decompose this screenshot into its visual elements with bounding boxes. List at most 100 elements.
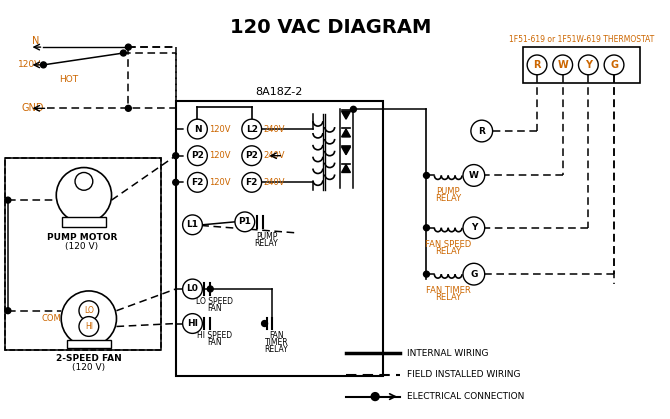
Text: R: R	[478, 127, 485, 135]
Text: ELECTRICAL CONNECTION: ELECTRICAL CONNECTION	[407, 392, 524, 401]
Text: FAN: FAN	[207, 338, 222, 347]
Polygon shape	[342, 147, 350, 155]
Circle shape	[604, 55, 624, 75]
Circle shape	[125, 105, 131, 111]
Circle shape	[79, 301, 98, 321]
Text: RELAY: RELAY	[435, 293, 461, 302]
Text: 120V: 120V	[209, 124, 230, 134]
Text: RELAY: RELAY	[435, 246, 461, 256]
Bar	[176, 101, 383, 376]
Circle shape	[5, 197, 11, 203]
Polygon shape	[342, 111, 350, 119]
Text: PUMP: PUMP	[256, 232, 277, 241]
Circle shape	[188, 173, 207, 192]
Circle shape	[188, 119, 207, 139]
Circle shape	[423, 225, 429, 231]
Text: F2: F2	[191, 178, 204, 187]
Text: L0: L0	[186, 285, 198, 293]
Text: G: G	[610, 60, 618, 70]
Text: P2: P2	[245, 151, 258, 160]
Circle shape	[350, 106, 356, 112]
Text: HOT: HOT	[59, 75, 78, 84]
Text: FAN: FAN	[269, 331, 283, 340]
Circle shape	[553, 55, 573, 75]
Circle shape	[188, 146, 207, 166]
Bar	[67, 340, 111, 348]
Text: (120 V): (120 V)	[66, 242, 98, 251]
Text: LO: LO	[84, 306, 94, 315]
Text: N: N	[194, 124, 201, 134]
Text: 8A18Z-2: 8A18Z-2	[256, 88, 303, 98]
Circle shape	[183, 314, 202, 334]
Bar	[5, 158, 161, 350]
Text: PUMP: PUMP	[436, 187, 460, 196]
Text: HI: HI	[85, 322, 93, 331]
Circle shape	[527, 55, 547, 75]
Text: (120 V): (120 V)	[72, 363, 105, 372]
Text: COM: COM	[42, 314, 61, 323]
Text: PUMP MOTOR: PUMP MOTOR	[47, 233, 117, 242]
Text: INTERNAL WIRING: INTERNAL WIRING	[407, 349, 488, 358]
Circle shape	[61, 291, 117, 346]
Text: FIELD INSTALLED WIRING: FIELD INSTALLED WIRING	[407, 370, 520, 379]
Text: Y: Y	[470, 223, 477, 232]
Polygon shape	[342, 129, 350, 137]
Circle shape	[5, 308, 11, 314]
Text: FAN: FAN	[207, 304, 222, 313]
Text: 120V: 120V	[209, 178, 230, 187]
Text: 120V: 120V	[18, 60, 41, 70]
Text: 240V: 240V	[263, 124, 285, 134]
Circle shape	[40, 62, 46, 68]
Text: W: W	[557, 60, 568, 70]
Circle shape	[125, 44, 131, 50]
Text: L2: L2	[246, 124, 258, 134]
Text: 1F51-619 or 1F51W-619 THERMOSTAT: 1F51-619 or 1F51W-619 THERMOSTAT	[509, 35, 654, 44]
Text: R: R	[533, 60, 541, 70]
Text: TIMER: TIMER	[265, 338, 288, 347]
Circle shape	[75, 173, 93, 190]
Text: RELAY: RELAY	[435, 194, 461, 203]
Bar	[523, 47, 640, 83]
Text: G: G	[470, 270, 478, 279]
Circle shape	[471, 120, 492, 142]
Text: FAN SPEED: FAN SPEED	[425, 240, 471, 248]
Text: P1: P1	[239, 217, 251, 226]
Circle shape	[56, 168, 111, 223]
Text: Y: Y	[585, 60, 592, 70]
Text: HI: HI	[187, 319, 198, 328]
Circle shape	[173, 153, 179, 159]
Text: F2: F2	[245, 178, 258, 187]
Text: HI SPEED: HI SPEED	[197, 331, 232, 340]
Circle shape	[463, 217, 484, 239]
Text: LO SPEED: LO SPEED	[196, 297, 232, 306]
Circle shape	[242, 173, 261, 192]
Text: 240V: 240V	[263, 151, 285, 160]
Bar	[5, 158, 161, 350]
Text: 120 VAC DIAGRAM: 120 VAC DIAGRAM	[230, 18, 431, 37]
Circle shape	[371, 393, 379, 401]
Text: N: N	[31, 36, 39, 46]
Circle shape	[183, 215, 202, 235]
Circle shape	[578, 55, 598, 75]
Circle shape	[242, 146, 261, 166]
Bar	[62, 217, 106, 227]
Circle shape	[121, 50, 127, 56]
Circle shape	[463, 263, 484, 285]
Circle shape	[183, 279, 202, 299]
Circle shape	[207, 286, 213, 292]
Circle shape	[463, 165, 484, 186]
Circle shape	[79, 317, 98, 336]
Circle shape	[261, 321, 267, 326]
Text: 240V: 240V	[263, 178, 285, 187]
Circle shape	[235, 212, 255, 232]
Text: GND: GND	[21, 103, 44, 113]
Circle shape	[173, 179, 179, 185]
Text: RELAY: RELAY	[265, 345, 288, 354]
Circle shape	[423, 173, 429, 178]
Circle shape	[423, 271, 429, 277]
Text: 120V: 120V	[209, 151, 230, 160]
Text: P2: P2	[191, 151, 204, 160]
Circle shape	[242, 119, 261, 139]
Text: L1: L1	[186, 220, 198, 229]
Polygon shape	[342, 165, 350, 173]
